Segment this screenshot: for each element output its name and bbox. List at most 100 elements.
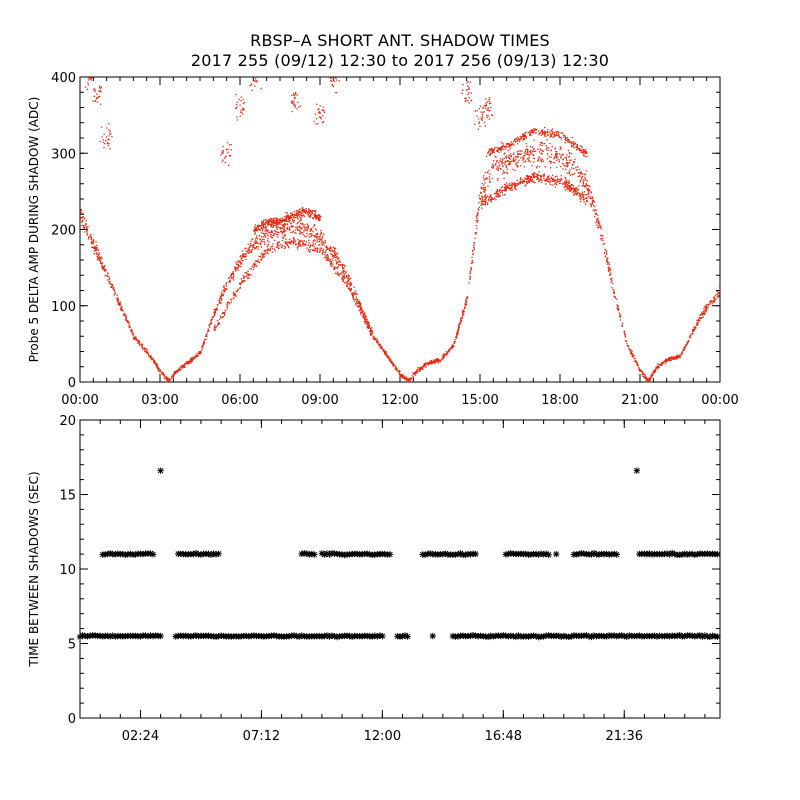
top-data-point	[639, 369, 642, 371]
top-data-point	[232, 277, 234, 279]
top-data-point	[610, 281, 612, 283]
top-data-point	[525, 143, 527, 145]
top-data-point	[492, 151, 494, 154]
top-data-point	[511, 182, 513, 184]
top-data-point	[511, 143, 513, 146]
top-data-point	[573, 189, 575, 192]
top-data-point	[128, 323, 130, 325]
top-data-point	[507, 184, 509, 186]
top-data-point	[325, 256, 327, 258]
top-data-point	[183, 366, 185, 369]
top-data-point	[121, 306, 123, 308]
top-data-point	[348, 288, 350, 290]
top-data-point	[269, 231, 271, 233]
top-data-point	[250, 274, 252, 276]
top-data-point	[344, 264, 346, 267]
top-data-point	[178, 370, 180, 372]
top-data-point	[553, 161, 556, 164]
top-data-point	[532, 148, 534, 150]
top-data-point	[323, 233, 325, 235]
top-data-point	[123, 314, 125, 316]
top-data-point	[483, 184, 485, 186]
top-data-point	[453, 341, 455, 343]
top-data-point	[488, 154, 490, 156]
bottom-data-point	[497, 632, 504, 640]
top-data-point	[232, 272, 234, 274]
top-data-point	[284, 242, 287, 244]
top-data-point	[300, 218, 302, 220]
top-data-point	[595, 212, 597, 214]
bottom-data-point	[666, 633, 673, 640]
top-data-point	[497, 193, 499, 195]
top-data-point	[297, 106, 300, 108]
top-data-point	[128, 322, 130, 324]
top-data-point	[593, 216, 596, 218]
top-data-point	[255, 78, 257, 80]
top-data-point	[491, 152, 493, 154]
top-data-point	[299, 211, 301, 213]
top-data-point	[294, 213, 296, 215]
top-data-point	[473, 244, 475, 246]
top-data-point	[193, 357, 196, 359]
top-data-point	[187, 360, 189, 363]
top-data-point	[572, 191, 574, 193]
top-data-point	[202, 345, 204, 347]
top-data-point	[138, 342, 141, 344]
top-data-point	[307, 244, 309, 246]
top-data-point	[488, 169, 490, 172]
top-data-point	[124, 319, 127, 321]
top-data-point	[465, 98, 467, 100]
top-data-point	[504, 145, 506, 148]
top-data-point	[534, 181, 536, 184]
top-data-point	[306, 213, 308, 215]
top-data-point	[547, 128, 549, 131]
top-data-point	[497, 168, 499, 171]
top-data-point	[117, 297, 119, 299]
top-data-point	[554, 179, 556, 181]
top-data-point	[256, 260, 259, 263]
top-data-point	[447, 350, 449, 352]
top-data-point	[147, 352, 149, 354]
top-data-point	[650, 375, 653, 377]
top-data-point	[347, 274, 349, 276]
top-data-point	[509, 158, 511, 160]
top-data-point	[319, 238, 321, 240]
top-data-point	[348, 283, 350, 285]
top-data-point	[543, 177, 545, 179]
top-data-point	[258, 224, 260, 226]
top-data-point	[300, 227, 302, 229]
top-data-point	[612, 289, 614, 291]
top-data-point	[621, 325, 623, 327]
top-data-point	[617, 308, 619, 310]
top-data-point	[717, 292, 719, 295]
top-data-point	[570, 187, 573, 189]
top-data-point	[496, 146, 498, 149]
top-data-point	[199, 353, 201, 355]
top-data-point	[244, 254, 246, 256]
top-data-point	[673, 356, 675, 358]
top-data-point	[232, 279, 235, 281]
top-data-point	[567, 139, 569, 141]
top-data-point	[299, 243, 301, 245]
top-data-point	[259, 243, 262, 246]
top-data-point	[475, 216, 477, 218]
top-data-point	[646, 378, 649, 380]
top-data-point	[302, 214, 304, 216]
top-data-point	[681, 351, 683, 354]
top-data-point	[311, 245, 313, 247]
top-data-point	[255, 260, 257, 262]
top-data-point	[491, 149, 494, 151]
top-data-point	[477, 219, 479, 221]
top-data-point	[275, 223, 278, 225]
top-data-point	[243, 280, 245, 282]
top-data-point	[236, 290, 238, 293]
top-data-point	[289, 216, 291, 219]
top-data-point	[543, 174, 545, 177]
top-data-point	[356, 302, 358, 304]
top-data-point	[343, 272, 345, 274]
top-data-point	[596, 224, 598, 226]
top-data-point	[336, 79, 338, 81]
bottom-data-point	[374, 633, 381, 640]
top-data-point	[139, 344, 141, 346]
top-data-point	[230, 301, 232, 303]
